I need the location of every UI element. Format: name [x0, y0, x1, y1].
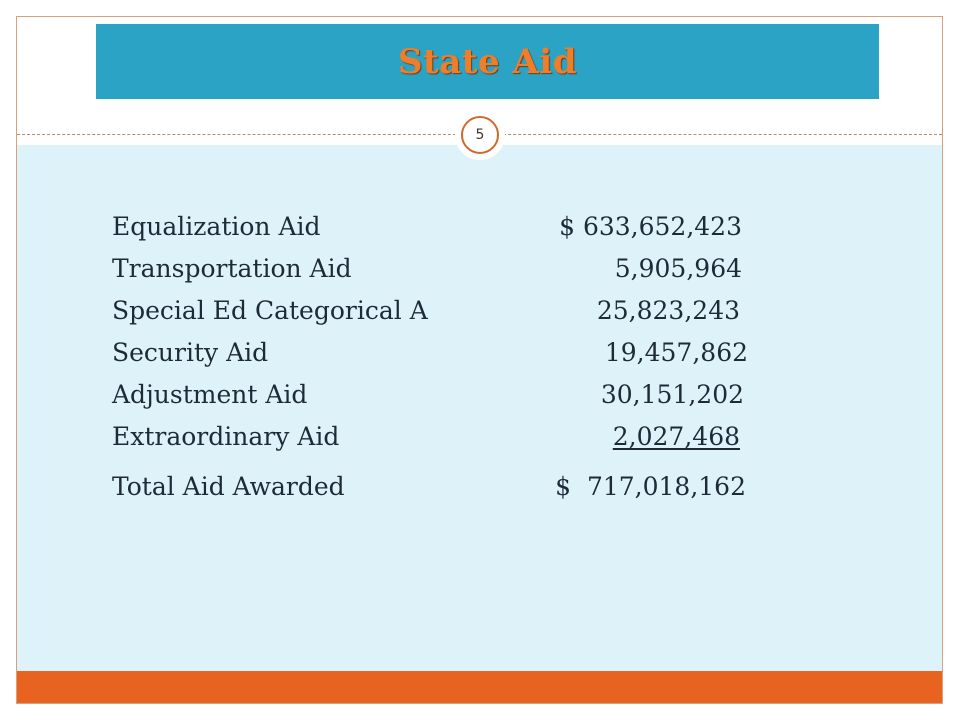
- aid-label: Transportation Aid: [112, 254, 352, 283]
- aid-row-equalization: Equalization Aid $ 633,652,423: [112, 206, 772, 248]
- aid-amount: 30,151,202: [600, 380, 744, 409]
- aid-table: Equalization Aid $ 633,652,423 Transport…: [112, 206, 772, 508]
- aid-row-security: Security Aid 19,457,862: [112, 332, 772, 374]
- slide-title: State Aid: [397, 41, 578, 82]
- aid-label: Extraordinary Aid: [112, 422, 340, 451]
- aid-label: Special Ed Categorical A: [112, 296, 428, 325]
- aid-row-special-ed: Special Ed Categorical A 25,823,243: [112, 290, 772, 332]
- content-area: [17, 145, 942, 671]
- aid-label: Adjustment Aid: [112, 380, 308, 409]
- footer-bar: [17, 671, 942, 703]
- aid-amount: 25,823,243: [596, 296, 740, 325]
- total-amount: $ 717,018,162: [555, 472, 746, 501]
- page-number-badge: 5: [455, 110, 505, 160]
- aid-row-adjustment: Adjustment Aid 30,151,202: [112, 374, 772, 416]
- title-bar: State Aid: [96, 24, 879, 99]
- aid-amount: $ 633,652,423: [559, 212, 742, 241]
- aid-row-extraordinary: Extraordinary Aid 2,027,468: [112, 416, 772, 458]
- page-number: 5: [461, 116, 499, 154]
- aid-amount: 2,027,468: [612, 422, 740, 451]
- aid-amount: 19,457,862: [604, 338, 748, 367]
- aid-row-transportation: Transportation Aid 5,905,964: [112, 248, 772, 290]
- aid-amount: 5,905,964: [614, 254, 742, 283]
- aid-label: Security Aid: [112, 338, 269, 367]
- aid-row-total: Total Aid Awarded $ 717,018,162: [112, 466, 772, 508]
- aid-label: Equalization Aid: [112, 212, 321, 241]
- total-label: Total Aid Awarded: [112, 472, 345, 501]
